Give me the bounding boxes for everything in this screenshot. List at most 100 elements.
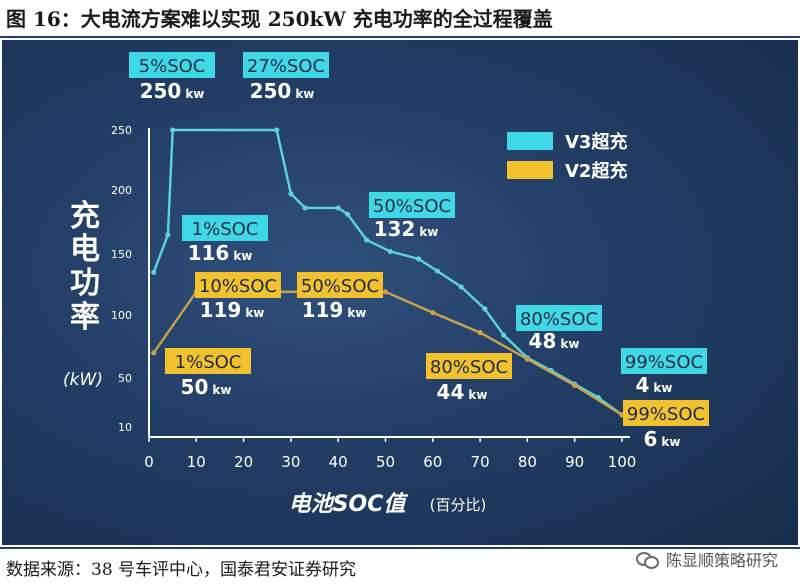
series-point-v3: [335, 205, 341, 211]
annotation-soc-label: 5%SOC: [139, 56, 206, 77]
y-tick-label: 50: [118, 372, 132, 385]
y-tick-label: 10: [118, 421, 132, 434]
annotation-power-value: 44 kw: [437, 380, 488, 404]
legend-swatch: [507, 161, 553, 179]
annotation-box-v3: [182, 215, 268, 241]
annotation-power-unit: kw: [661, 435, 680, 449]
annotation-box-v2: [195, 272, 281, 298]
annotation-power-unit: kw: [347, 306, 366, 320]
series-point-v3: [345, 211, 351, 217]
annotation-power-value: 50 kw: [181, 375, 232, 399]
x-tick-label: 10: [187, 453, 206, 471]
annotation-power-value: 6 kw: [644, 427, 681, 451]
y-tick-label: 200: [111, 184, 132, 197]
x-tick-label: 0: [144, 453, 154, 471]
annotation-box-v2: [165, 348, 251, 374]
x-tick-label: 30: [281, 453, 300, 471]
x-tick-label: 100: [608, 453, 637, 471]
series-point-v3: [151, 269, 157, 275]
wechat-icon: [635, 550, 660, 569]
annotation-box-v3: [621, 348, 707, 374]
series-point-v3: [434, 268, 441, 274]
series-point-v3: [416, 256, 422, 262]
series-point-v3: [363, 237, 370, 243]
y-tick-label: 150: [111, 248, 132, 261]
y-axis-title-char: 率: [70, 300, 100, 335]
annotation-soc-label: 1%SOC: [192, 219, 259, 240]
watermark-text: 陈显顺策略研究: [665, 551, 778, 570]
chart-panel: 0 10 20 30 40 50 60 70 80 90 100 10 50 100 150 200 250 充电…: [2, 40, 798, 545]
series-point-v2: [477, 330, 483, 336]
watermark: 陈显顺策略研究: [635, 547, 778, 571]
annotation-power-value: 250 kw: [250, 79, 315, 103]
annotation-power-unit: kw: [212, 383, 231, 397]
annotation-power-value: 48 kw: [529, 329, 580, 353]
annotation-power-unit: kw: [233, 249, 252, 263]
top-rule: [0, 36, 800, 38]
y-axis-title-char: 电: [70, 232, 100, 267]
annotation-power-unit: kw: [245, 306, 264, 320]
y-tick-label: 100: [111, 309, 132, 322]
series-point-v2: [524, 356, 531, 362]
legend-label: V2超充: [565, 160, 627, 182]
annotation-box-v2: [623, 400, 709, 426]
annotation-box-v3: [516, 305, 602, 331]
series-point-v3: [387, 248, 393, 255]
y-axis-unit: (kW): [63, 370, 103, 390]
x-tick-label: 50: [376, 453, 395, 471]
source-note: 数据来源：38 号车评中心，国泰君安证券研究: [6, 560, 357, 580]
annotation-soc-label: 80%SOC: [430, 357, 508, 378]
series-point-v2: [572, 382, 578, 388]
x-axis-title-suffix: (百分比): [430, 496, 487, 514]
annotation-power-value: 250 kw: [140, 79, 205, 103]
x-tick-label: 40: [329, 453, 348, 471]
annotation-power-value: 119 kw: [200, 298, 265, 322]
series-point-v3: [170, 127, 176, 133]
series-point-v2: [382, 289, 389, 295]
x-tick-label: 70: [471, 453, 490, 471]
annotation-box-v2: [297, 272, 383, 298]
annotation-power-unit: kw: [653, 381, 672, 395]
series-point-v3: [501, 332, 507, 338]
x-axis-title: 电池SOC值: [289, 492, 409, 517]
annotation-power-unit: kw: [295, 87, 314, 101]
x-tick-label: 20: [234, 453, 253, 471]
annotation-power-value: 119 kw: [302, 298, 367, 322]
annotation-power-unit: kw: [468, 388, 487, 402]
annotation-power-value: 116 kw: [188, 241, 253, 265]
annotation-soc-label: 1%SOC: [175, 352, 242, 373]
annotation-soc-label: 50%SOC: [373, 196, 451, 217]
figure-title: 图 16：大电流方案难以实现 250kW 充电功率的全过程覆盖: [6, 7, 553, 31]
series-point-v2: [430, 309, 436, 316]
annotation-power-value: 132 kw: [374, 217, 439, 241]
series-point-v3: [288, 191, 294, 197]
series-point-v3: [165, 232, 171, 238]
series-point-v3: [482, 306, 488, 312]
annotation-power-unit: kw: [185, 87, 204, 101]
y-tick-label: 250: [111, 124, 132, 137]
annotation-soc-label: 99%SOC: [625, 352, 703, 373]
y-axis-title-char: 功: [70, 266, 100, 301]
series-line-v3: [152, 128, 623, 416]
series-point-v3: [458, 284, 464, 290]
annotation-box-v2: [426, 353, 512, 379]
annotation-box-v3: [369, 192, 455, 218]
annotation-soc-label: 80%SOC: [520, 309, 598, 330]
annotation-soc-label: 99%SOC: [627, 404, 705, 425]
annotation-soc-label: 27%SOC: [247, 56, 325, 77]
legend-label: V3超充: [565, 131, 627, 153]
series-point-v3: [302, 205, 308, 211]
annotation-soc-label: 10%SOC: [199, 276, 277, 297]
series-point-v3: [274, 127, 280, 133]
annotation-power-value: 4 kw: [636, 373, 673, 397]
legend-swatch: [507, 132, 553, 150]
annotation-box-v3: [243, 52, 329, 78]
annotation-soc-label: 50%SOC: [301, 276, 379, 297]
x-tick-label: 90: [565, 453, 584, 471]
annotation-power-unit: kw: [419, 225, 438, 239]
x-tick-label: 60: [423, 453, 442, 471]
x-tick-label: 80: [518, 453, 537, 471]
series-point-v2: [151, 350, 157, 356]
annotation-box-v3: [129, 52, 215, 78]
bottom-rule: [0, 547, 800, 549]
